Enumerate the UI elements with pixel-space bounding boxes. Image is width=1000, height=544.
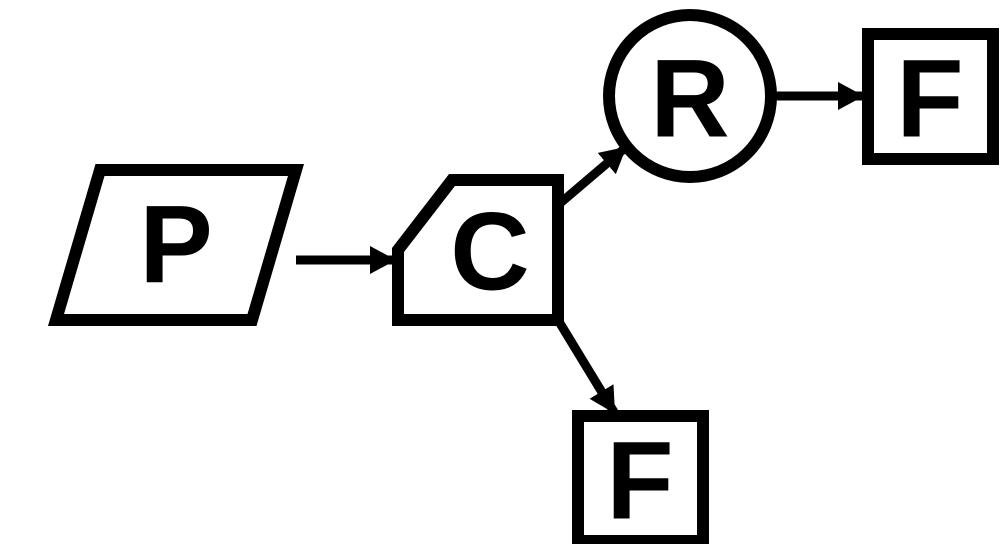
node-r-label: R <box>650 38 729 161</box>
node-c-label: C <box>450 191 529 314</box>
node-f2-label: F <box>606 420 673 543</box>
edge-c-f2 <box>558 320 614 412</box>
flowchart-diagram: P C R F F <box>0 0 1000 544</box>
edge-c-r <box>558 148 625 205</box>
node-f1-label: F <box>896 38 963 161</box>
node-p-label: P <box>139 184 212 307</box>
